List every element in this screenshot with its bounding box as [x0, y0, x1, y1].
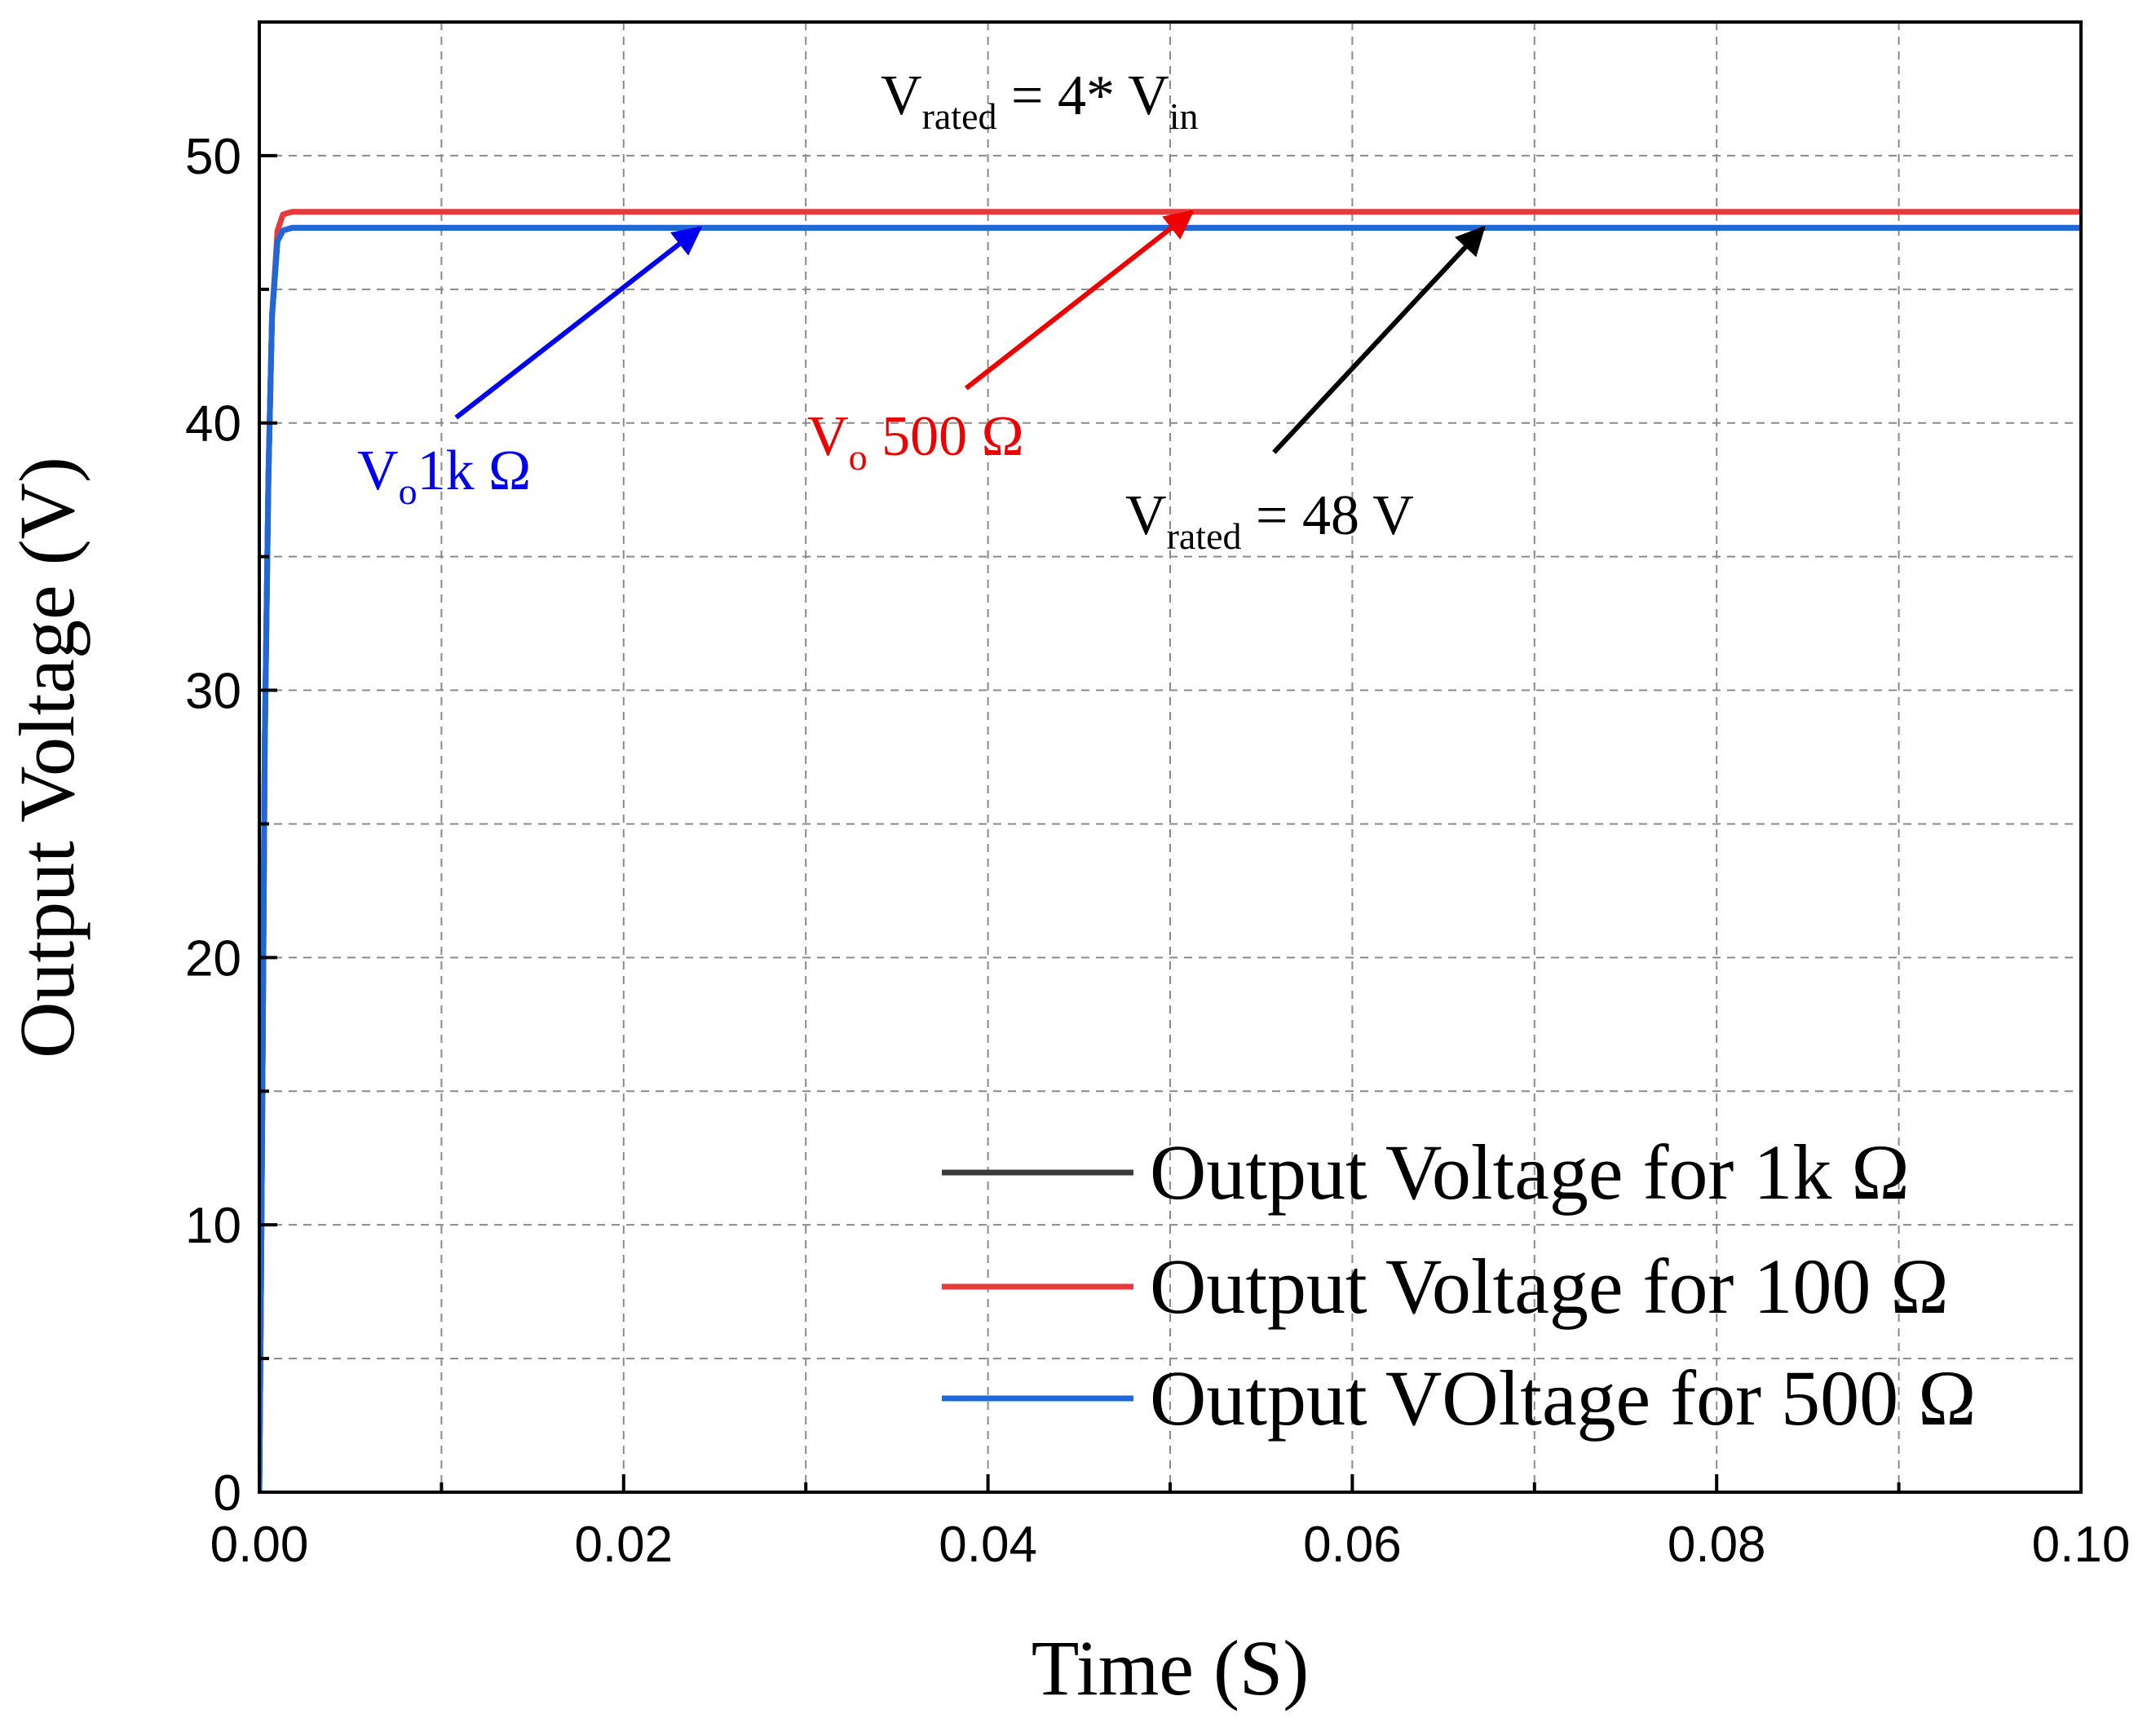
a-rated-arrow	[1272, 225, 1486, 454]
x-tick-label: 0.04	[939, 1517, 1037, 1573]
a-500-arrow	[964, 210, 1195, 391]
x-tick-label: 0.06	[1303, 1517, 1402, 1573]
x-tick-label: 0.00	[210, 1517, 309, 1573]
y-tick-label: 30	[185, 664, 241, 720]
legend-label-1k: Output Voltage for 1k Ω	[1150, 1129, 1910, 1216]
annotation-top: Vrated = 4* Vin	[881, 64, 1199, 137]
arrows	[454, 210, 1486, 454]
annotations: Vrated = 4* Vin Vo1k Ω Vo 500 Ω Vrated =…	[357, 64, 1414, 557]
y-axis-title: Output Voltage (V)	[3, 457, 91, 1058]
legend-label-100: Output Voltage for 100 Ω	[1150, 1243, 1949, 1330]
annotation-rated: Vrated = 48 V	[1125, 484, 1414, 557]
legend: Output Voltage for 1k Ω Output Voltage f…	[942, 1129, 1976, 1442]
y-tick-label: 20	[185, 930, 241, 987]
annotation-1k: Vo1k Ω	[357, 439, 531, 512]
x-axis-title: Time (S)	[1032, 1624, 1310, 1712]
y-tick-label: 10	[185, 1198, 241, 1254]
y-tick-label: 50	[185, 129, 241, 185]
y-tick-label: 0	[214, 1465, 241, 1522]
annotation-500: Vo 500 Ω	[807, 405, 1024, 478]
series-group	[259, 209, 2081, 1492]
ticks	[258, 20, 2083, 1494]
x-tick-label: 0.08	[1668, 1517, 1766, 1573]
y-tick-label: 40	[185, 396, 241, 453]
x-tick-label: 0.10	[2032, 1517, 2131, 1573]
tick-labels: 0.00 0.02 0.04 0.06 0.08 0.10 0 10 20 30 40 50	[185, 129, 2130, 1573]
a-1k-arrow	[454, 226, 703, 420]
x-tick-label: 0.02	[574, 1517, 673, 1573]
series-line-500	[259, 224, 2081, 1492]
legend-label-500: Output VOltage for 500 Ω	[1150, 1354, 1976, 1442]
